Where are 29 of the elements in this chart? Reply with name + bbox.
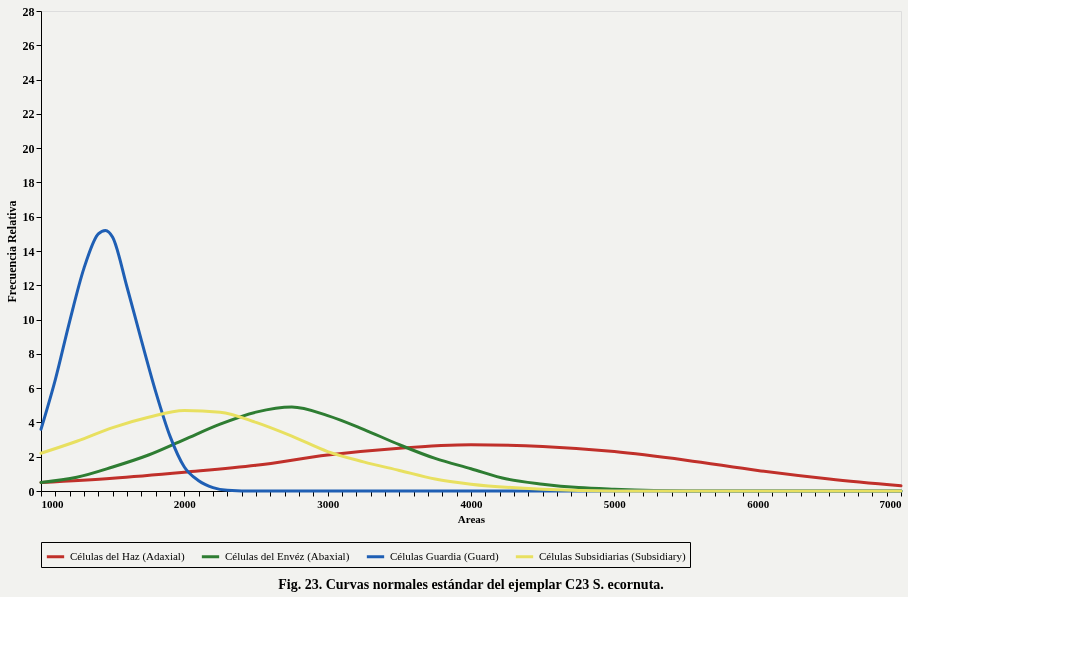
y-tick-label: 18 [22, 175, 35, 190]
y-tick-label: 20 [22, 141, 35, 156]
y-tick-label: 22 [22, 107, 35, 122]
legend-label: Células del Haz (Adaxial) [70, 549, 185, 563]
y-tick-label: 0 [28, 484, 35, 499]
x-tick-label: 7000 [879, 497, 902, 510]
text: Fig. 23. Curvas normales estándar del ejemplar C23 S. ecornuta. [278, 576, 664, 592]
y-tick-label: 2 [28, 450, 35, 465]
x-tick-label: 4000 [460, 497, 483, 510]
x-tick-label: 6000 [747, 497, 770, 510]
x-axis-title: Areas [457, 512, 486, 525]
legend-label: Células Subsidiarias (Subsidiary) [539, 549, 686, 563]
y-tick-label: 26 [22, 38, 35, 53]
y-tick-label: 28 [22, 4, 35, 19]
legend-label: Células del Envéz (Abaxial) [225, 549, 350, 563]
x-tick-label: 2000 [173, 497, 197, 510]
y-tick-label: 12 [22, 278, 35, 293]
legend-label: Células Guardia (Guard) [390, 549, 500, 563]
y-tick-label: 14 [22, 244, 35, 259]
x-tick-label: 3000 [317, 497, 340, 510]
y-tick-label: 6 [28, 381, 35, 396]
x-tick-label: 5000 [603, 497, 627, 510]
y-tick-label: 24 [22, 73, 35, 88]
y-tick-label: 16 [22, 210, 35, 225]
y-tick-label: 8 [28, 347, 35, 362]
y-tick-label: 10 [22, 313, 35, 328]
y-axis-title: Frecuencia Relativa [4, 200, 19, 303]
x-tick-label: 1000 [41, 497, 64, 510]
y-tick-label: 4 [28, 415, 35, 430]
